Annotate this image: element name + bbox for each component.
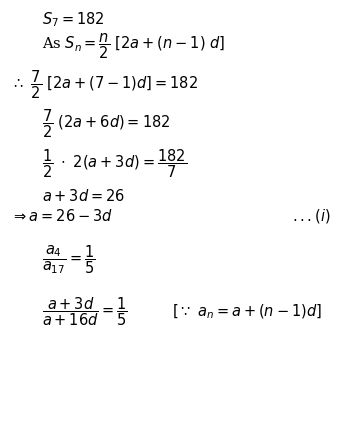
Text: $a + 3d = 26$: $a + 3d = 26$: [42, 188, 125, 204]
Text: As $S_n = \dfrac{n}{2}\ [2a + (n-1)\ d]$: As $S_n = \dfrac{n}{2}\ [2a + (n-1)\ d]$: [42, 31, 226, 61]
Text: $[\because\ a_n = a + (n-1)d]$: $[\because\ a_n = a + (n-1)d]$: [172, 302, 322, 320]
Text: $S_7 = 182$: $S_7 = 182$: [42, 11, 105, 29]
Text: $\dfrac{1}{2}\ \cdot\ 2(a + 3d) = \dfrac{182}{7}$: $\dfrac{1}{2}\ \cdot\ 2(a + 3d) = \dfrac…: [42, 147, 187, 179]
Text: $\dfrac{a_4}{a_{17}} = \dfrac{1}{5}$: $\dfrac{a_4}{a_{17}} = \dfrac{1}{5}$: [42, 243, 96, 276]
Text: $\dfrac{a+3d}{a+16d} = \dfrac{1}{5}$: $\dfrac{a+3d}{a+16d} = \dfrac{1}{5}$: [42, 295, 128, 327]
Text: $\dfrac{7}{2}\ (2a + 6d) = 182$: $\dfrac{7}{2}\ (2a + 6d) = 182$: [42, 107, 171, 140]
Text: $...(i)$: $...(i)$: [292, 207, 331, 225]
Text: $\Rightarrow a = 26 - 3d$: $\Rightarrow a = 26 - 3d$: [11, 208, 113, 224]
Text: $\therefore\ \dfrac{7}{2}\ [2a + (7-1)d] = 182$: $\therefore\ \dfrac{7}{2}\ [2a + (7-1)d]…: [11, 68, 197, 100]
